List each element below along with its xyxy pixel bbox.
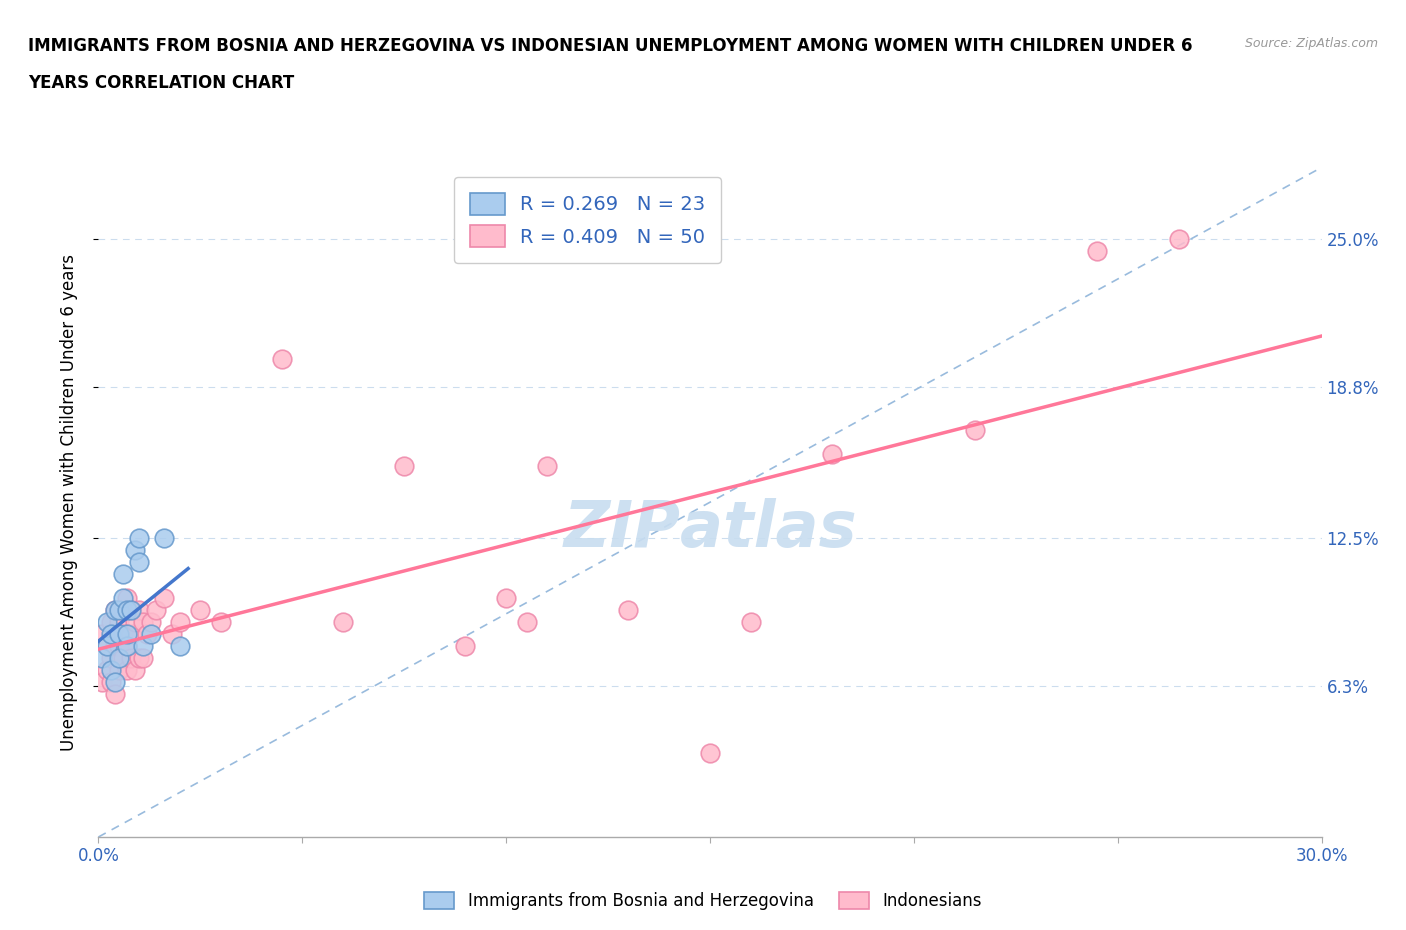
Y-axis label: Unemployment Among Women with Children Under 6 years: Unemployment Among Women with Children U… [59,254,77,751]
Point [536,458,558,473]
Point [100,626,122,641]
Point [115,638,138,653]
Point [108,626,131,641]
Point [108,603,131,618]
Point [104,686,127,701]
Point [115,603,138,618]
Point [699,746,721,761]
Point [96,615,118,630]
Point [124,615,146,630]
Point [128,554,150,569]
Point [124,662,146,677]
Point [136,626,159,641]
Point [111,603,134,618]
Point [115,591,138,605]
Point [132,638,155,653]
Point [124,542,146,557]
Point [128,531,150,546]
Point [120,626,142,641]
Point [115,638,138,653]
Point [91,674,114,689]
Point [100,650,122,665]
Point [332,615,354,630]
Point [617,603,640,618]
Point [160,626,183,641]
Point [270,352,294,366]
Point [91,650,114,665]
Point [145,603,167,618]
Point [209,615,232,630]
Text: YEARS CORRELATION CHART: YEARS CORRELATION CHART [28,74,294,92]
Point [111,650,134,665]
Point [108,650,131,665]
Point [115,626,138,641]
Text: Source: ZipAtlas.com: Source: ZipAtlas.com [1244,37,1378,50]
Point [1167,232,1189,246]
Point [141,615,163,630]
Point [96,638,118,653]
Point [111,626,134,641]
Point [128,650,150,665]
Point [516,615,538,630]
Point [108,662,131,677]
Point [96,662,118,677]
Point [392,458,416,473]
Point [100,615,122,630]
Text: ZIP​atlas: ZIP​atlas [564,498,856,560]
Point [141,626,163,641]
Point [115,662,138,677]
Point [108,638,131,653]
Point [128,603,150,618]
Point [120,603,142,618]
Legend: R = 0.269   N = 23, R = 0.409   N = 50: R = 0.269 N = 23, R = 0.409 N = 50 [454,177,721,263]
Point [821,447,844,462]
Point [104,603,127,618]
Point [91,626,114,641]
Point [120,650,142,665]
Point [152,531,174,546]
Point [169,638,191,653]
Point [108,615,131,630]
Point [104,674,127,689]
Point [111,566,134,581]
Legend: Immigrants from Bosnia and Herzegovina, Indonesians: Immigrants from Bosnia and Herzegovina, … [418,885,988,917]
Point [132,650,155,665]
Point [152,591,174,605]
Point [104,638,127,653]
Point [111,591,134,605]
Point [120,603,142,618]
Point [965,423,987,438]
Point [132,615,155,630]
Point [188,603,212,618]
Point [96,638,118,653]
Point [104,603,127,618]
Point [454,638,477,653]
Point [495,591,517,605]
Text: IMMIGRANTS FROM BOSNIA AND HERZEGOVINA VS INDONESIAN UNEMPLOYMENT AMONG WOMEN WI: IMMIGRANTS FROM BOSNIA AND HERZEGOVINA V… [28,37,1192,55]
Point [100,674,122,689]
Point [1085,244,1108,259]
Point [169,615,191,630]
Point [740,615,762,630]
Point [100,662,122,677]
